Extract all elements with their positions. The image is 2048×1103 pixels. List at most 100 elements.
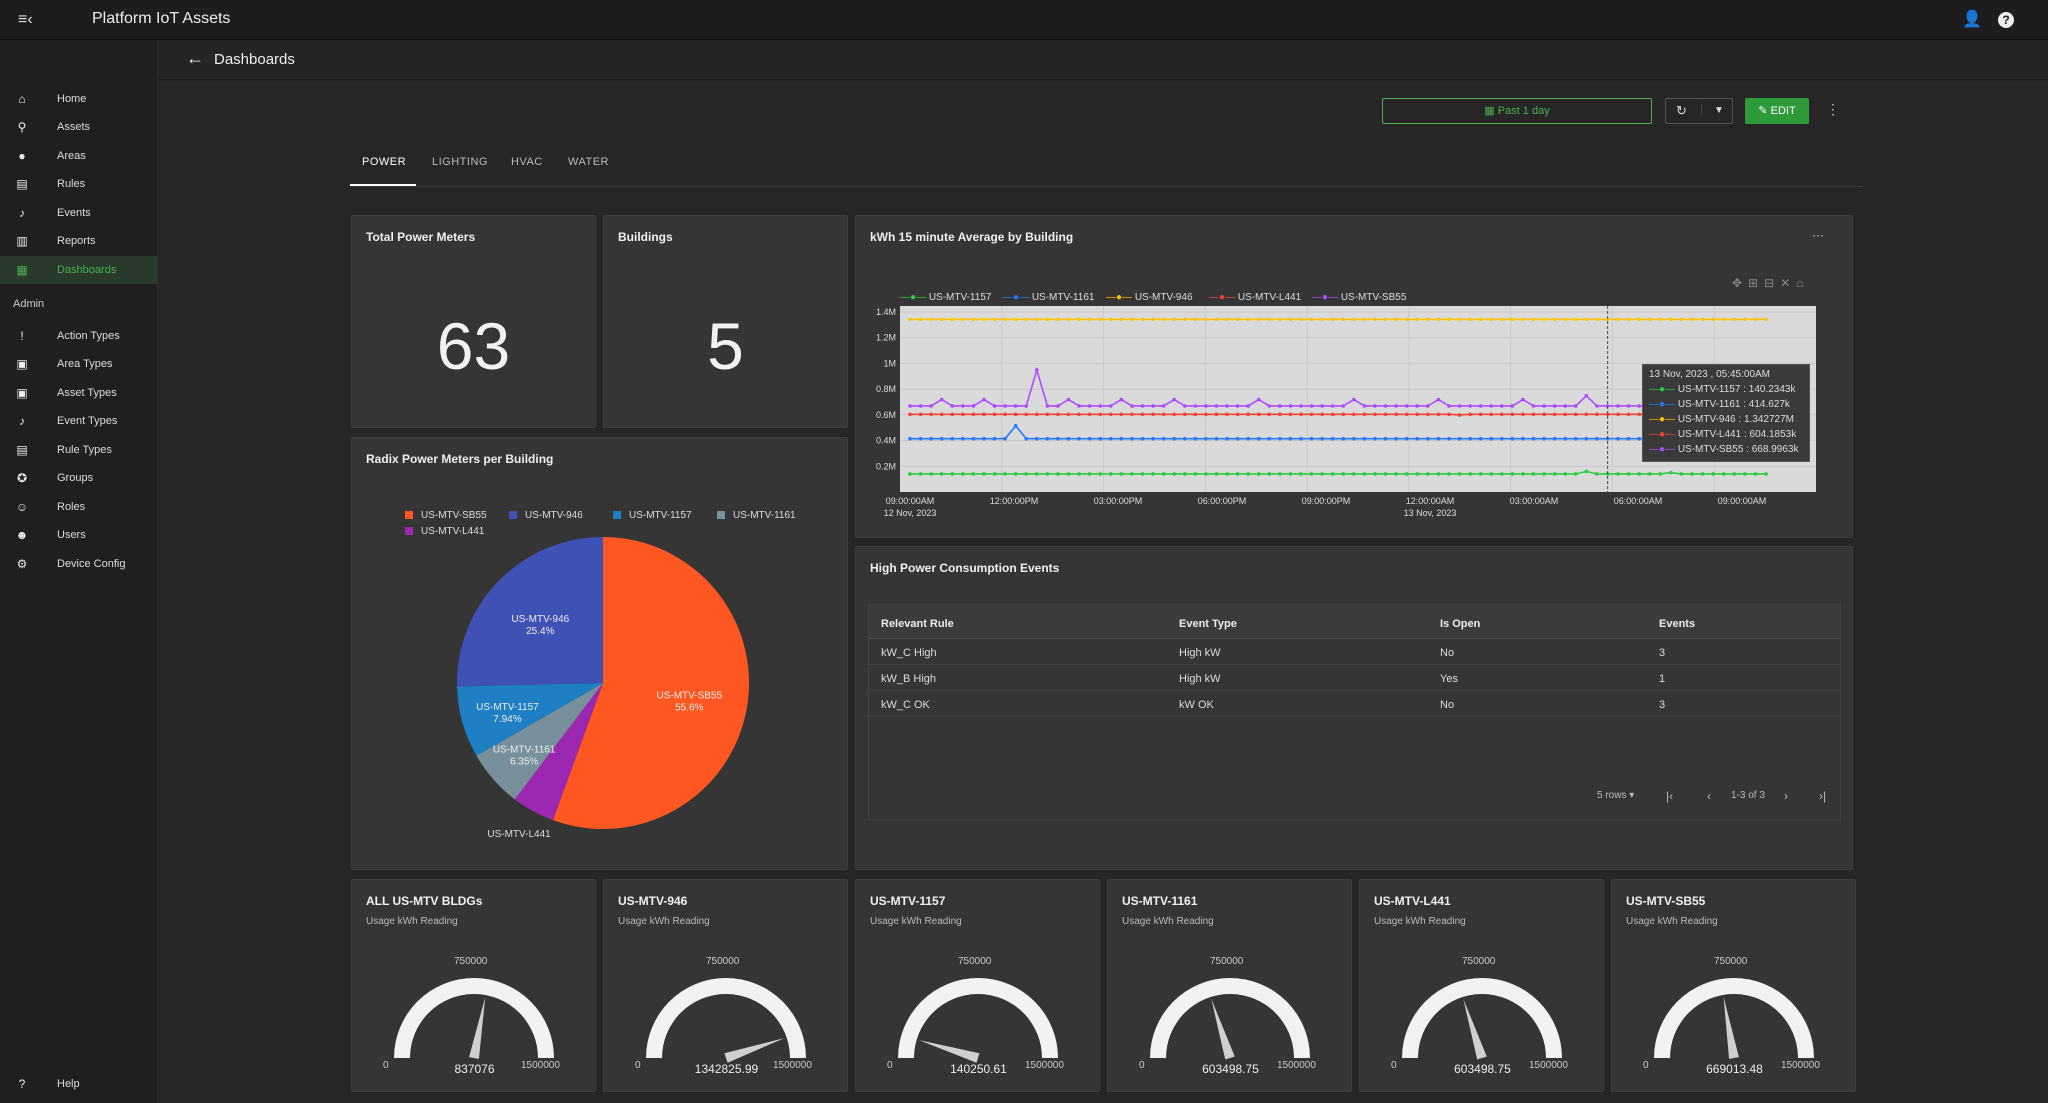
sidebar-item-rule-types[interactable]: ▤ Rule Types <box>0 436 158 464</box>
pie-slice[interactable] <box>476 683 603 800</box>
back-arrow-icon[interactable]: ← <box>186 48 204 68</box>
sidebar-item-area-types[interactable]: ▣ Area Types <box>0 350 158 378</box>
sidebar-item-asset-types[interactable]: ▣ Asset Types <box>0 379 158 407</box>
series-point <box>1489 404 1494 408</box>
table-row[interactable]: kW_C High High kW No 3 <box>869 639 1840 665</box>
series-point <box>1394 436 1398 441</box>
tooltip-row-1157: —●— US-MTV-1157 : 140.2343k <box>1649 384 1796 395</box>
series-point <box>1320 472 1324 476</box>
series-point <box>1003 472 1007 476</box>
series-point <box>1182 436 1187 441</box>
next-page-icon[interactable]: › <box>1784 789 1788 803</box>
sidebar-item-roles[interactable]: ☺ Roles <box>15 500 86 514</box>
series-point <box>1214 436 1219 441</box>
sidebar-item-event-types[interactable]: ♪ Event Types <box>0 407 158 435</box>
sidebar-item-dashboards[interactable]: ▦ Dashboards <box>0 256 158 284</box>
sidebar-item-events[interactable]: ♪ Events <box>0 199 158 227</box>
series-point <box>1468 412 1472 417</box>
table-row[interactable]: kW_B High High kW Yes 1 <box>869 665 1840 691</box>
menu-collapse-icon[interactable]: ≡‹ <box>18 11 33 28</box>
series-point <box>1320 436 1324 441</box>
gauge-needle <box>1723 996 1739 1059</box>
refresh-button-group[interactable]: ↻ | ▼ <box>1665 98 1733 124</box>
tab-water[interactable]: WATER <box>568 156 609 168</box>
pie-slice-label: US-MTV-1157 <box>476 702 539 713</box>
zoom-in-icon[interactable]: ⊞ <box>1748 276 1765 290</box>
series-point <box>1309 412 1314 417</box>
pie-slice[interactable] <box>457 537 603 687</box>
series-point <box>1690 472 1694 476</box>
gauge-needle <box>1211 998 1235 1060</box>
pie-slice[interactable] <box>457 683 603 756</box>
series-point <box>1235 317 1240 322</box>
series-point <box>1573 472 1578 476</box>
gauge-value: 603498.75 <box>1202 1062 1259 1076</box>
top-app-bar: ≡‹ Platform IoT Assets 👤 ? <box>0 0 2048 40</box>
sidebar-item-reports[interactable]: ▥ Reports <box>0 227 158 255</box>
account-icon[interactable]: 👤 <box>1962 11 1982 28</box>
more-vert-icon[interactable]: ⋮ <box>1826 101 1840 117</box>
pie-legend-1157[interactable]: US-MTV-1157 <box>613 510 692 521</box>
chevron-down-icon[interactable]: ▼ <box>1714 105 1724 116</box>
series-point <box>1584 469 1589 474</box>
zoom-out-icon[interactable]: ⊟ <box>1764 276 1781 290</box>
tab-power[interactable]: POWER <box>362 156 407 168</box>
sidebar-item-groups[interactable]: ✪ Groups <box>0 464 158 492</box>
prev-page-icon[interactable]: ‹ <box>1707 789 1711 803</box>
pie-slice[interactable] <box>552 537 749 829</box>
tab-lighting[interactable]: LIGHTING <box>432 156 488 168</box>
sidebar-item-assets[interactable]: ⚲ Assets <box>0 113 158 141</box>
gauge-needle <box>918 1040 980 1063</box>
series-point <box>1415 412 1420 417</box>
series-point <box>1658 317 1663 322</box>
pie-legend-sb55[interactable]: US-MTV-SB55 <box>405 510 487 521</box>
sidebar-item-users[interactable]: ☻ Users <box>15 528 86 542</box>
series-point <box>1087 404 1092 408</box>
table-row[interactable]: kW_C OK kW OK No 3 <box>869 691 1840 717</box>
date-range-button[interactable]: ▦ Past 1 day <box>1382 98 1652 124</box>
gauge-card: US-MTV-946 Usage kWh Reading 750000 0 150000… <box>603 879 848 1092</box>
pie-slice-label: US-MTV-1161 <box>493 745 556 756</box>
series-point <box>1309 317 1314 322</box>
series-point <box>1288 436 1293 441</box>
tab-hvac[interactable]: HVAC <box>511 156 543 168</box>
series-point <box>1584 393 1589 398</box>
series-point <box>1626 404 1631 408</box>
pan-icon[interactable]: ✥ <box>1732 276 1749 290</box>
pie-legend-946[interactable]: US-MTV-946 <box>509 510 583 521</box>
line-legend-item[interactable]: —●— US-MTV-946 <box>1106 292 1193 303</box>
edit-button[interactable]: ✎ EDIT <box>1745 98 1809 124</box>
rows-per-page-select[interactable]: 5 rows ▾ <box>1597 790 1635 801</box>
help-icon[interactable]: ? <box>1998 12 2014 28</box>
sidebar-item-rules[interactable]: ▤ Rules <box>0 170 158 198</box>
home-icon[interactable]: ⌂ <box>1796 276 1810 290</box>
reset-icon[interactable]: ✕ <box>1780 276 1797 290</box>
refresh-icon[interactable]: ↻ <box>1676 103 1687 118</box>
series-point <box>1013 472 1018 476</box>
sidebar-item-help[interactable]: ? Help <box>0 1070 158 1098</box>
series-point <box>1457 413 1462 417</box>
line-legend-item[interactable]: —●— US-MTV-1157 <box>900 292 992 303</box>
series-point <box>1066 317 1071 322</box>
sidebar-item-device-config[interactable]: ⚙ Device Config <box>0 550 158 578</box>
series-point <box>1098 436 1103 441</box>
line-legend-item[interactable]: —●— US-MTV-SB55 <box>1312 292 1407 303</box>
series-point <box>1003 404 1007 408</box>
pie-legend-l441[interactable]: US-MTV-L441 <box>405 526 484 537</box>
series-point <box>1013 404 1018 408</box>
first-page-icon[interactable]: |‹ <box>1666 789 1674 803</box>
card-menu-icon[interactable]: ··· <box>1812 228 1824 242</box>
column-header[interactable]: Relevant Rule <box>881 618 954 630</box>
column-header[interactable]: Is Open <box>1440 618 1481 630</box>
line-legend-item[interactable]: —●— US-MTV-1161 <box>1003 292 1095 303</box>
sidebar-item-action-types[interactable]: ! Action Types <box>0 322 158 350</box>
pie-slice[interactable] <box>514 683 603 821</box>
sidebar-item-home[interactable]: ⌂ Home <box>0 85 158 113</box>
line-legend-item[interactable]: —●— US-MTV-L441 <box>1209 292 1302 303</box>
sidebar-item-areas[interactable]: ● Areas <box>0 142 158 170</box>
column-header[interactable]: Events <box>1659 618 1696 630</box>
pie-legend-1161[interactable]: US-MTV-1161 <box>717 510 796 521</box>
series-point <box>1151 317 1155 322</box>
column-header[interactable]: Event Type <box>1179 618 1237 630</box>
last-page-icon[interactable]: ›| <box>1819 789 1827 803</box>
